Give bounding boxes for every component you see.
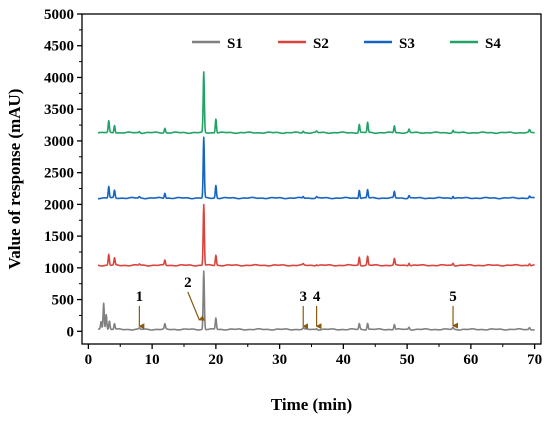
series-line-s4 <box>97 71 536 135</box>
peak-label-1: 1 <box>136 289 144 305</box>
annotation-layer: 1 2 3 4 5 <box>136 275 459 330</box>
x-tick-label: 0 <box>85 352 93 368</box>
y-tick-label: 500 <box>52 293 75 309</box>
y-tick-label: 4500 <box>44 39 74 55</box>
y-tick-label: 5000 <box>44 7 74 23</box>
y-tick-label: 0 <box>67 324 75 340</box>
y-tick-label: 2000 <box>44 197 74 213</box>
x-tick-label: 60 <box>463 352 478 368</box>
peak-label-4: 4 <box>313 289 321 305</box>
x-tick-label: 50 <box>400 352 415 368</box>
peak-arrow-2 <box>187 291 206 321</box>
legend-label-s1: S1 <box>227 36 243 52</box>
series-line-s2 <box>97 203 536 267</box>
axis-layer: 0 10 20 30 40 50 60 70 0 500 1000 1500 2000 2500 3000 3… <box>44 7 542 368</box>
y-tick-label: 4000 <box>44 70 74 86</box>
peak-label-3: 3 <box>299 289 307 305</box>
legend-label-s2: S2 <box>313 36 329 52</box>
x-tick-label: 70 <box>527 352 542 368</box>
y-tick-label: 3000 <box>44 134 74 150</box>
x-tick-label: 40 <box>336 352 351 368</box>
plot-frame <box>81 13 542 345</box>
legend: S1 S2 S3 S4 <box>192 36 501 52</box>
x-tick-label: 30 <box>272 352 287 368</box>
y-tick-label: 1000 <box>44 261 74 277</box>
peak-label-5: 5 <box>449 289 457 305</box>
plot-border <box>81 13 542 345</box>
legend-label-s4: S4 <box>485 36 501 52</box>
legend-label-s3: S3 <box>399 36 415 52</box>
y-tick-label: 2500 <box>44 166 74 182</box>
y-tick-label: 1500 <box>44 229 74 245</box>
peak-label-2: 2 <box>184 275 192 291</box>
y-tick-label: 3500 <box>44 102 74 118</box>
x-tick-label: 10 <box>145 352 160 368</box>
x-tick-label: 20 <box>208 352 223 368</box>
x-axis-title: Time (min) <box>271 395 352 414</box>
y-axis-title: Value of response (mAU) <box>5 89 24 270</box>
series-line-s3 <box>97 136 536 200</box>
